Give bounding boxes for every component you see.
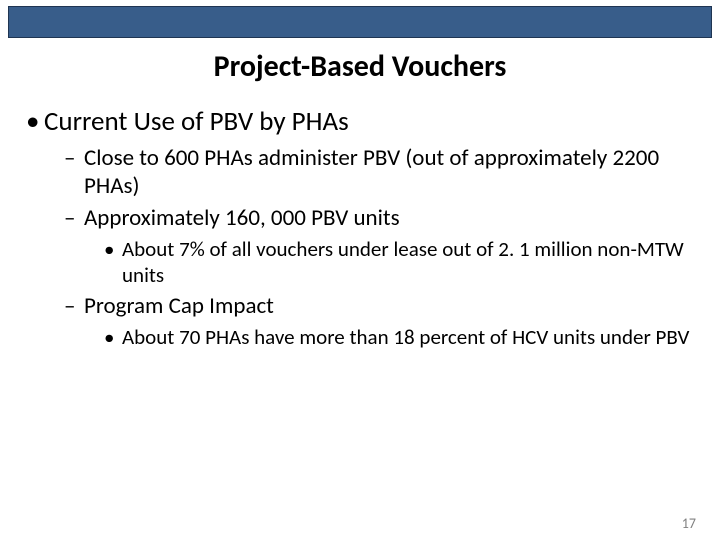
- list-item: •About 7% of all vouchers under lease ou…: [102, 236, 700, 288]
- page-number: 17: [682, 515, 696, 532]
- bullet-list-lvl3: •About 70 PHAs have more than 18 percent…: [102, 324, 700, 350]
- header-bar: [8, 6, 712, 38]
- slide-body: •Current Use of PBV by PHAs–Close to 600…: [0, 85, 720, 350]
- bullet-list-lvl3: •About 7% of all vouchers under lease ou…: [102, 236, 700, 288]
- list-item: –Program Cap Impact •About 70 PHAs have m…: [64, 292, 700, 350]
- bullet-dot-icon: •: [102, 236, 122, 262]
- bullet-dot-icon: •: [102, 324, 122, 350]
- list-item: •Current Use of PBV by PHAs–Close to 600…: [20, 105, 700, 350]
- bullet-text: Current Use of PBV by PHAs: [44, 105, 700, 138]
- bullet-dash-icon: –: [64, 204, 84, 232]
- bullet-dash-icon: –: [64, 292, 84, 320]
- bullet-list-lvl2: –Close to 600 PHAs administer PBV (out o…: [64, 144, 700, 350]
- bullet-text: Program Cap Impact: [84, 292, 700, 320]
- list-item: –Close to 600 PHAs administer PBV (out o…: [64, 144, 700, 200]
- bullet-dot-icon: •: [20, 105, 44, 138]
- slide-title: Project-Based Vouchers: [0, 48, 720, 85]
- list-item: –Approximately 160, 000 PBV units •About …: [64, 204, 700, 288]
- list-item: •About 70 PHAs have more than 18 percent…: [102, 324, 700, 350]
- bullet-text: Close to 600 PHAs administer PBV (out of…: [84, 144, 700, 200]
- bullet-text: About 70 PHAs have more than 18 percent …: [122, 324, 700, 350]
- bullet-text: Approximately 160, 000 PBV units: [84, 204, 700, 232]
- bullet-list-lvl1: •Current Use of PBV by PHAs–Close to 600…: [20, 105, 700, 350]
- bullet-text: About 7% of all vouchers under lease out…: [122, 236, 700, 288]
- bullet-dash-icon: –: [64, 144, 84, 172]
